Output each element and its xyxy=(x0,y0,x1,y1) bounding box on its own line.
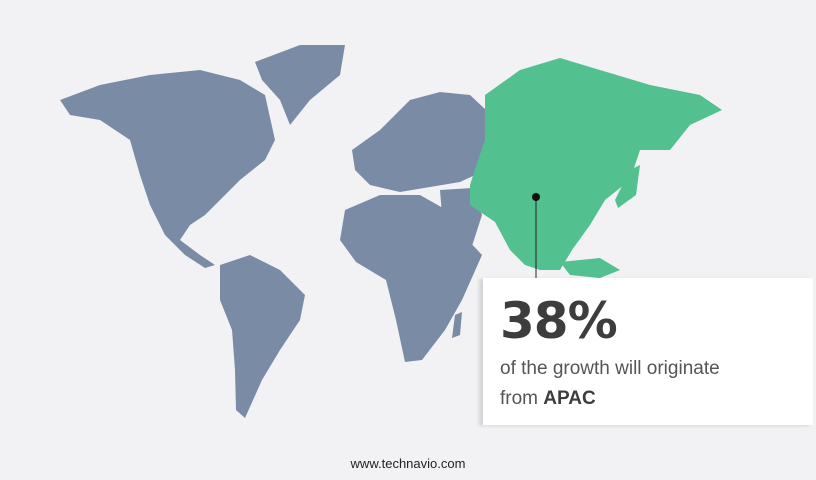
region-name: APAC xyxy=(543,388,596,409)
callout-prefix: from xyxy=(500,388,538,409)
callout-dot xyxy=(532,193,540,201)
europe xyxy=(352,92,486,192)
growth-percentage: 38% xyxy=(500,292,618,350)
south-america xyxy=(220,255,305,418)
callout-text: of the growth will originate xyxy=(500,358,720,379)
greenland xyxy=(255,45,345,125)
callout-description: of the growth will originate from APAC xyxy=(500,354,720,414)
madagascar xyxy=(452,312,462,338)
indonesia xyxy=(560,258,620,278)
japan xyxy=(615,165,640,208)
africa xyxy=(340,195,482,362)
asia-apac xyxy=(470,58,722,270)
callout-text-line2: from APAC xyxy=(500,384,720,414)
footer-url: www.technavio.com xyxy=(350,456,466,471)
callout-card: 38% of the growth will originate from AP… xyxy=(483,278,813,425)
north-america xyxy=(60,70,275,268)
